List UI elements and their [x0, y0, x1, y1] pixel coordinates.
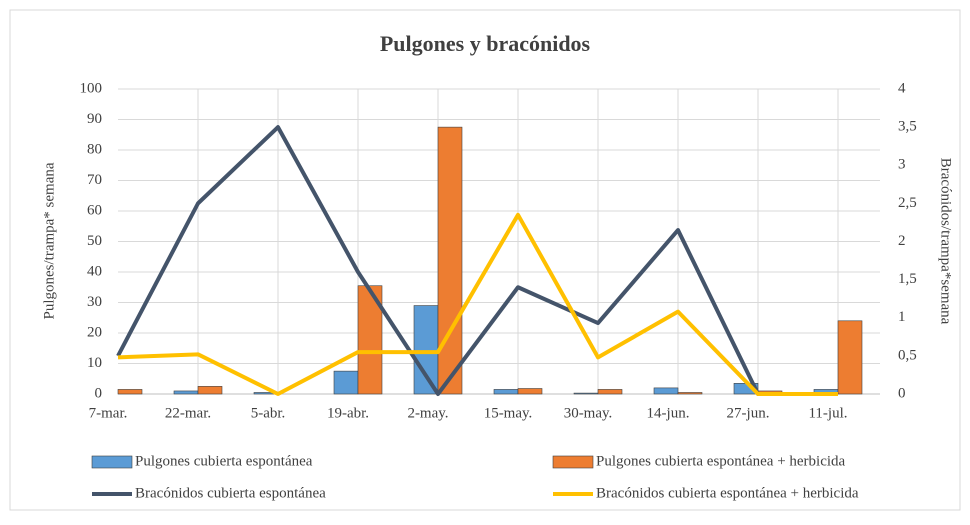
x-tick-label: 15-may.	[484, 405, 533, 421]
bar	[197, 386, 223, 395]
bar	[493, 389, 519, 395]
legend-label: Bracónidos cubierta espontánea + herbici…	[596, 485, 859, 501]
line-series	[117, 212, 838, 396]
bar	[173, 390, 199, 395]
y-tick-label: 90	[87, 111, 102, 127]
line-series	[116, 125, 838, 396]
y-tick-label: 80	[87, 141, 102, 157]
y-tick-label: 60	[87, 202, 102, 218]
y2-tick-label: 2	[898, 233, 906, 249]
y2-tick-label: 0,5	[898, 347, 917, 363]
y-axis-label: Pulgones/trampa* semana	[41, 162, 57, 319]
legend-swatch	[552, 455, 594, 469]
y-tick-label: 40	[87, 263, 102, 279]
legend-label: Pulgones cubierta espontánea	[135, 453, 313, 469]
x-tick-label: 27-jun.	[727, 405, 770, 421]
y2-tick-label: 2,5	[898, 195, 917, 211]
x-tick-label: 19-abr.	[327, 405, 369, 421]
bar	[837, 320, 863, 395]
x-tick-label: 22-mar.	[165, 405, 211, 421]
chart-title: Pulgones y bracónidos	[380, 31, 591, 56]
y2-tick-label: 4	[898, 80, 906, 96]
y2-tick-label: 0	[898, 385, 906, 401]
legend-label: Bracónidos cubierta espontánea	[135, 485, 326, 501]
bar	[653, 387, 679, 395]
y2-axis-label: Bracónidos/trampa*semana	[938, 158, 954, 325]
y-tick-label: 100	[80, 80, 103, 96]
y2-tick-label: 3	[898, 157, 906, 173]
x-tick-label: 14-jun.	[647, 405, 690, 421]
bar	[437, 126, 463, 395]
x-tick-label: 30-may.	[564, 405, 613, 421]
y-tick-label: 50	[87, 233, 102, 249]
y-tick-label: 70	[87, 172, 102, 188]
y-tick-label: 10	[87, 355, 102, 371]
legend-label: Pulgones cubierta espontánea + herbicida	[596, 453, 846, 469]
x-tick-label: 7-mar.	[89, 405, 128, 421]
bar	[117, 389, 143, 395]
bar	[573, 392, 599, 395]
y-tick-label: 30	[87, 294, 102, 310]
legend-swatch	[91, 455, 133, 469]
y2-tick-label: 1	[898, 309, 906, 325]
bar	[677, 392, 703, 395]
x-tick-label: 5-abr.	[251, 405, 286, 421]
chart-frame	[9, 9, 961, 511]
x-tick-label: 2-may.	[407, 405, 448, 421]
y2-tick-label: 3,5	[898, 119, 917, 135]
bar	[597, 389, 623, 395]
y2-tick-label: 1,5	[898, 271, 917, 287]
y-tick-label: 20	[87, 324, 102, 340]
x-tick-label: 11-jul.	[808, 405, 847, 421]
y-tick-label: 0	[95, 385, 103, 401]
bar	[333, 370, 359, 395]
bar	[413, 305, 439, 395]
bar	[517, 388, 543, 395]
